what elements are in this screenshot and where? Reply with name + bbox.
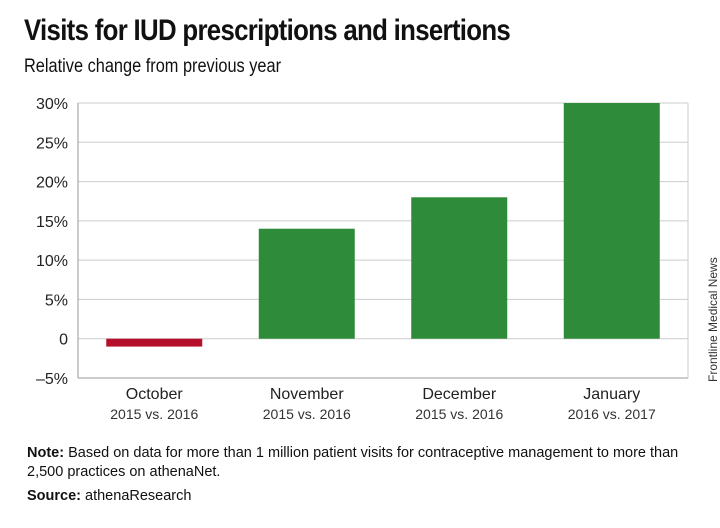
y-tick-label: 5% [45, 292, 68, 309]
source-line: Source: athenaResearch [27, 488, 191, 504]
bar-october [106, 338, 203, 347]
y-tick-label: 0 [59, 332, 68, 349]
bar-chart: 30% 25% 20% 15% 10% 5% 0 –5% October 2015 vs. 201… [36, 96, 689, 422]
bar-december [411, 197, 508, 339]
x-tick-sublabel: 2015 vs. 2016 [415, 406, 503, 422]
credit-label: Frontline Medical News [706, 257, 720, 382]
y-tick-label: 15% [36, 214, 68, 231]
bar-january [563, 103, 660, 339]
x-tick-sublabel: 2015 vs. 2016 [110, 406, 198, 422]
x-tick-sublabel: 2015 vs. 2016 [263, 406, 351, 422]
y-tick-label: 20% [36, 175, 68, 192]
source-label: Source: [27, 488, 81, 504]
x-tick-label: December [422, 386, 496, 403]
footnote: Note: Based on data for more than 1 mill… [27, 444, 687, 482]
y-tick-label: 10% [36, 253, 68, 270]
bar-november [258, 228, 355, 339]
y-tick-label: 30% [36, 96, 68, 113]
y-tick-label: –5% [36, 371, 68, 388]
chart-subtitle: Relative change from previous year [24, 56, 282, 77]
x-tick-label: October [126, 386, 184, 403]
y-tick-label: 25% [36, 135, 68, 152]
note-label: Note: [27, 445, 65, 461]
x-tick-sublabel: 2016 vs. 2017 [568, 406, 656, 422]
note-text: Based on data for more than 1 million pa… [27, 445, 679, 480]
chart-title: Visits for IUD prescriptions and inserti… [24, 14, 511, 47]
x-tick-label: January [583, 386, 640, 403]
x-tick-label: November [270, 386, 344, 403]
source-text: athenaResearch [81, 488, 192, 504]
